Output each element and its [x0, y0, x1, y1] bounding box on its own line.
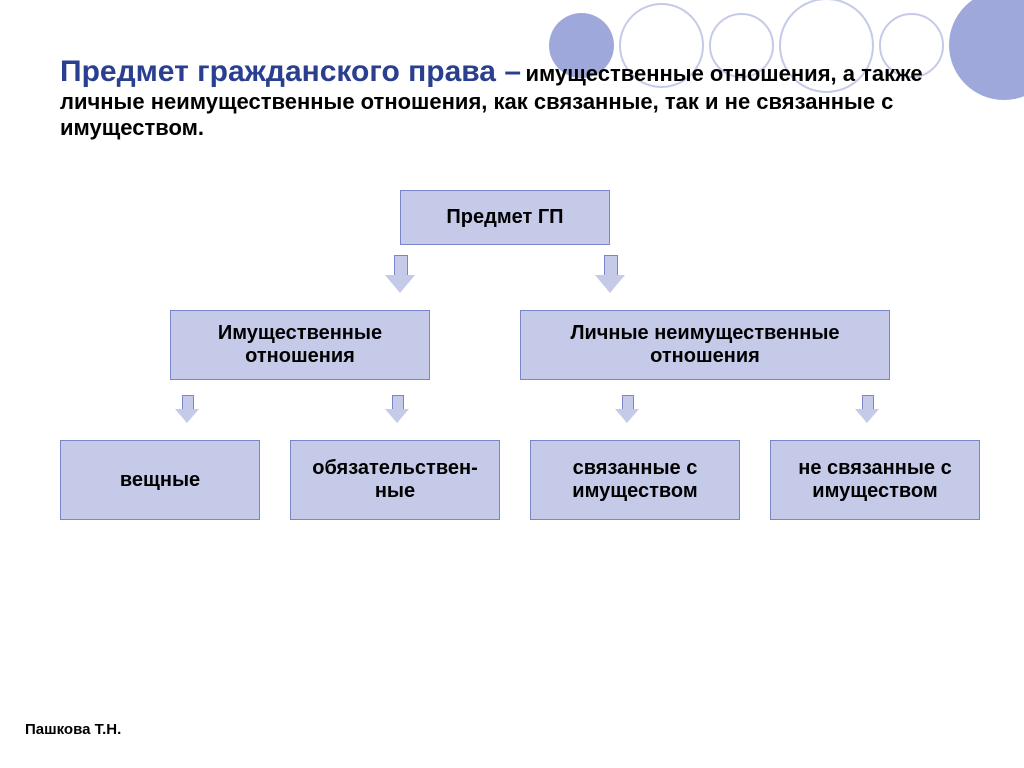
arrow-leaf-4 — [855, 395, 879, 425]
arrow-leaf-2 — [385, 395, 409, 425]
node-root-label: Предмет ГП — [446, 206, 563, 229]
node-leaf-related: связанные с имуществом — [530, 440, 740, 520]
node-leaf-obligatory: обязательствен-ные — [290, 440, 500, 520]
footer-author: Пашкова Т.Н. — [25, 721, 121, 738]
arrow-leaf-1 — [175, 395, 199, 425]
node-nonproperty-relations: Личные неимущественные отношения — [520, 310, 890, 380]
node-leaf2-label: обязательствен-ные — [299, 457, 491, 503]
arrow-leaf-3 — [615, 395, 639, 425]
circle-6 — [949, 0, 1024, 100]
node-leaf1-label: вещные — [120, 469, 200, 492]
node-right1-label: Личные неимущественные отношения — [529, 322, 881, 368]
node-leaf-unrelated: не связанные с имуществом — [770, 440, 980, 520]
arrow-root-right — [595, 255, 625, 295]
node-left1-label: Имущественные отношения — [179, 322, 421, 368]
node-property-relations: Имущественные отношения — [170, 310, 430, 380]
title-block: Предмет гражданского права – имущественн… — [60, 55, 960, 141]
arrow-root-left — [385, 255, 415, 295]
title-main: Предмет гражданского права – — [60, 55, 521, 88]
node-leaf3-label: связанные с имуществом — [539, 457, 731, 503]
node-leaf-veshnye: вещные — [60, 440, 260, 520]
node-root: Предмет ГП — [400, 190, 610, 245]
node-leaf4-label: не связанные с имуществом — [779, 457, 971, 503]
